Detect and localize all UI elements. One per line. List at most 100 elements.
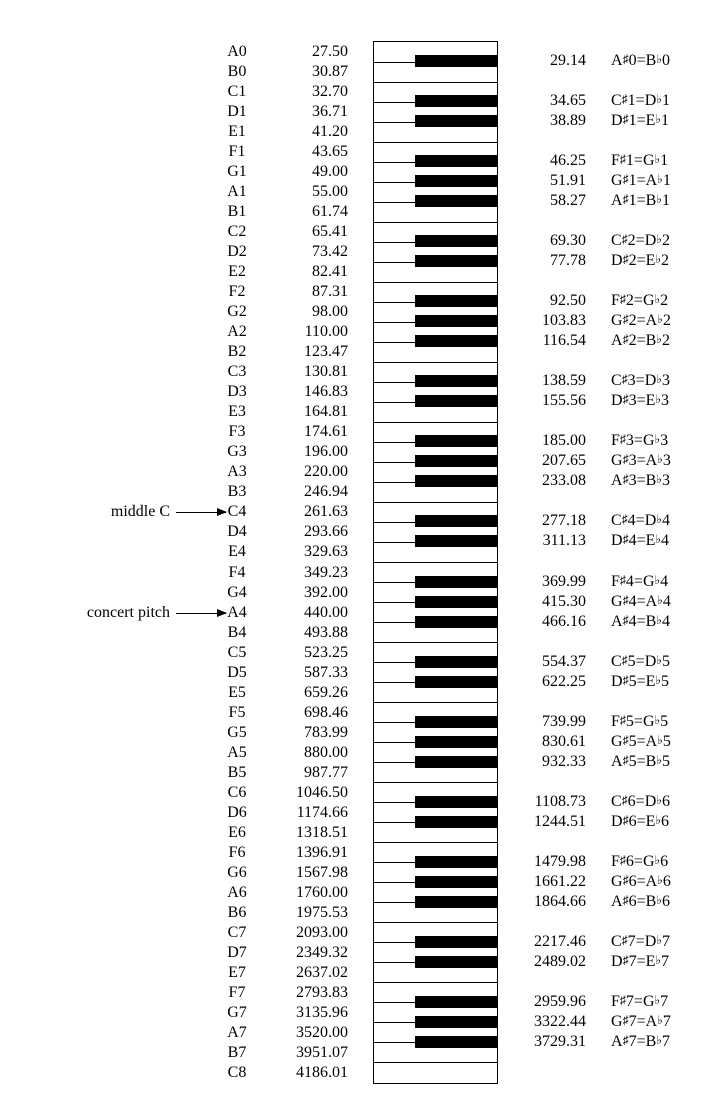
sharp-note-letter: D <box>611 252 623 270</box>
white-key-divider <box>374 82 497 83</box>
flat-symbol: ♭ <box>655 532 662 547</box>
sharp-note-letter: C <box>611 92 622 110</box>
white-key-name: G3 <box>227 443 247 461</box>
equals-sign: = <box>635 792 645 810</box>
flat-note-letter: E <box>645 672 656 690</box>
black-key-frequency: 3729.31 <box>534 1032 586 1050</box>
white-key-name: E4 <box>228 543 246 561</box>
black-key-name: A♯6=B♭6 <box>611 893 670 911</box>
flat-octave: 6 <box>662 872 671 890</box>
sharp-note-letter: F <box>611 712 620 730</box>
white-key-name: A7 <box>227 1023 247 1041</box>
sharp-octave: 7 <box>625 992 634 1010</box>
flat-symbol: ♭ <box>655 672 662 687</box>
white-key-frequency: 43.65 <box>312 143 348 161</box>
flat-symbol: ♭ <box>657 452 663 467</box>
black-key <box>415 255 497 268</box>
white-key-name: B2 <box>227 343 247 361</box>
sharp-note-letter: F <box>611 572 620 590</box>
sharp-symbol: ♯ <box>622 192 629 207</box>
equals-sign: = <box>636 332 646 350</box>
flat-note-letter: A <box>645 592 658 610</box>
black-key <box>415 815 497 828</box>
white-key-name: A5 <box>227 743 247 761</box>
sharp-octave: 6 <box>628 812 637 830</box>
sharp-note-letter: F <box>611 992 620 1010</box>
sharp-note-letter: G <box>611 452 623 470</box>
equals-sign: = <box>636 452 646 470</box>
white-key-frequency: 1046.50 <box>296 783 348 801</box>
black-key-name: A♯2=B♭2 <box>611 332 670 350</box>
flat-note-letter: B <box>645 472 657 490</box>
white-key-frequency: 659.26 <box>304 683 348 701</box>
sharp-octave: 4 <box>628 612 637 630</box>
white-key-name: C7 <box>227 923 247 941</box>
white-key-name: B6 <box>227 903 247 921</box>
white-key-frequency: 3135.96 <box>296 1003 348 1021</box>
black-key-name: D♯4=E♭4 <box>611 532 669 550</box>
sharp-octave: 4 <box>628 532 637 550</box>
white-key-frequency: 27.50 <box>312 43 348 60</box>
black-key <box>415 235 497 248</box>
sharp-note-letter: D <box>611 812 623 830</box>
equals-sign: = <box>636 252 646 270</box>
sharp-octave: 3 <box>628 392 637 410</box>
flat-note-letter: B <box>645 192 657 210</box>
sharp-symbol: ♯ <box>621 932 628 947</box>
flat-octave: 5 <box>662 732 671 750</box>
flat-symbol: ♭ <box>655 392 662 407</box>
black-key <box>415 755 497 768</box>
white-key-frequency: 329.63 <box>304 543 348 561</box>
sharp-symbol: ♯ <box>622 612 629 627</box>
sharp-note-letter: D <box>611 672 623 690</box>
flat-note-letter: E <box>645 112 656 130</box>
black-key <box>415 715 497 728</box>
white-key-divider <box>374 702 497 703</box>
white-key-frequency: 493.88 <box>304 623 348 641</box>
equals-sign: = <box>636 112 646 130</box>
equals-sign: = <box>636 192 646 210</box>
white-key-frequency: 1975.53 <box>296 903 348 921</box>
black-key <box>415 435 497 448</box>
sharp-note-letter: C <box>611 792 622 810</box>
black-key-name: G♯7=A♭7 <box>611 1013 671 1031</box>
flat-note-letter: D <box>644 232 657 250</box>
flat-symbol: ♭ <box>656 512 662 527</box>
white-key-name: B4 <box>227 623 247 641</box>
white-key-divider <box>374 642 497 643</box>
white-key-name: B5 <box>227 763 247 781</box>
sharp-symbol: ♯ <box>621 92 628 107</box>
sharp-octave: 2 <box>627 232 636 250</box>
sharp-note-letter: D <box>611 952 623 970</box>
black-key-name: C♯6=D♭6 <box>611 793 670 811</box>
white-key-name: E7 <box>228 963 246 981</box>
flat-symbol: ♭ <box>654 572 661 587</box>
black-key <box>415 1015 497 1028</box>
flat-note-letter: G <box>642 572 655 590</box>
sharp-symbol: ♯ <box>622 312 629 327</box>
flat-octave: 1 <box>661 92 670 110</box>
sharp-symbol: ♯ <box>622 732 629 747</box>
flat-octave: 4 <box>661 612 670 630</box>
black-key-name: C♯5=D♭5 <box>611 653 670 671</box>
white-key-divider <box>374 502 497 503</box>
sharp-octave: 5 <box>625 712 634 730</box>
flat-octave: 7 <box>661 932 670 950</box>
black-key-frequency: 233.08 <box>542 472 586 490</box>
white-key-frequency: 174.61 <box>304 423 348 441</box>
equals-sign: = <box>633 572 643 590</box>
flat-octave: 6 <box>661 792 670 810</box>
sharp-symbol: ♯ <box>619 292 626 307</box>
flat-symbol: ♭ <box>656 52 662 67</box>
black-key-name: A♯1=B♭1 <box>611 192 670 210</box>
sharp-note-letter: G <box>611 872 623 890</box>
white-key-frequency: 880.00 <box>304 743 348 761</box>
sharp-note-letter: G <box>611 312 623 330</box>
black-key <box>415 795 497 808</box>
black-key <box>415 295 497 308</box>
black-key <box>415 735 497 748</box>
sharp-symbol: ♯ <box>622 812 629 827</box>
flat-symbol: ♭ <box>657 172 663 187</box>
flat-octave: 2 <box>660 292 669 310</box>
white-key-frequency: 523.25 <box>304 643 348 661</box>
